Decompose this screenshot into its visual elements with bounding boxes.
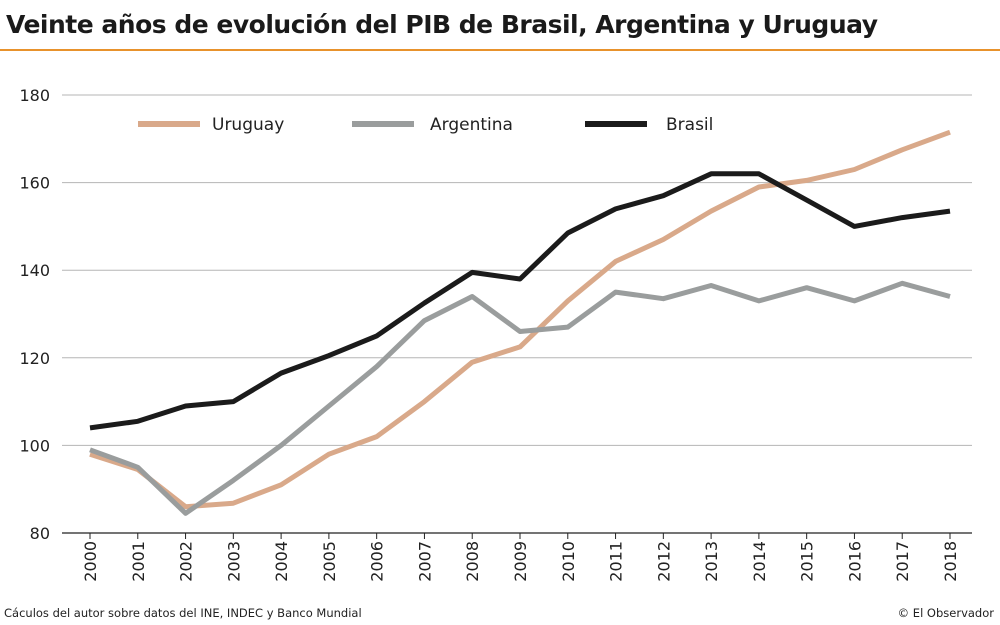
y-tick-label: 100 xyxy=(19,436,50,455)
chart-panel: 80 100 120 140 160 180 2000 2001 2002 2003 2004 20… xyxy=(0,52,1000,602)
y-tick-label: 180 xyxy=(19,86,50,105)
x-tick-label: 2008 xyxy=(463,541,482,582)
x-tick-label: 2005 xyxy=(320,541,339,582)
chart-title: Veinte años de evolución del PIB de Bras… xyxy=(6,10,878,39)
x-tick-label: 2013 xyxy=(702,541,721,582)
y-tick-label: 80 xyxy=(30,524,50,543)
x-tick-label: 2006 xyxy=(368,541,387,582)
x-tick-label: 2004 xyxy=(272,541,291,582)
x-tick-label: 2010 xyxy=(559,541,578,582)
series-line-argentina xyxy=(89,280,951,516)
y-tick-label: 140 xyxy=(19,261,50,280)
legend-label-brasil: Brasil xyxy=(666,115,713,135)
x-tick-label: 2000 xyxy=(81,541,100,582)
x-tick-label: 2014 xyxy=(750,541,769,582)
source-note: Cáculos del autor sobre datos del INE, I… xyxy=(4,606,362,620)
y-tick-label: 160 xyxy=(19,174,50,193)
series-line-uruguay xyxy=(89,129,951,510)
x-tick-label: 2001 xyxy=(129,541,148,582)
x-tick-label: 2017 xyxy=(893,541,912,582)
x-tick-label: 2018 xyxy=(941,541,960,582)
x-axis-tick-labels: 2000 2001 2002 2003 2004 2005 2006 2007 2008 2009… xyxy=(81,533,960,582)
y-axis-tick-labels: 80 100 120 140 160 180 xyxy=(19,86,50,543)
legend-label-uruguay: Uruguay xyxy=(212,115,284,135)
series-line-brasil xyxy=(89,171,951,431)
credit-note: © El Observador xyxy=(897,606,994,620)
x-tick-label: 2002 xyxy=(177,541,196,582)
x-tick-label: 2007 xyxy=(415,541,434,582)
x-tick-label: 2012 xyxy=(654,541,673,582)
legend-label-argentina: Argentina xyxy=(430,115,513,135)
title-divider xyxy=(0,49,1000,51)
x-tick-label: 2016 xyxy=(845,541,864,582)
x-tick-label: 2015 xyxy=(798,541,817,582)
series-lines xyxy=(89,129,951,516)
x-tick-label: 2009 xyxy=(511,541,530,582)
grid-lines xyxy=(62,94,972,534)
y-tick-label: 120 xyxy=(19,349,50,368)
x-tick-label: 2003 xyxy=(224,541,243,582)
legend: Uruguay Argentina Brasil xyxy=(138,115,713,135)
x-tick-label: 2011 xyxy=(607,541,626,582)
